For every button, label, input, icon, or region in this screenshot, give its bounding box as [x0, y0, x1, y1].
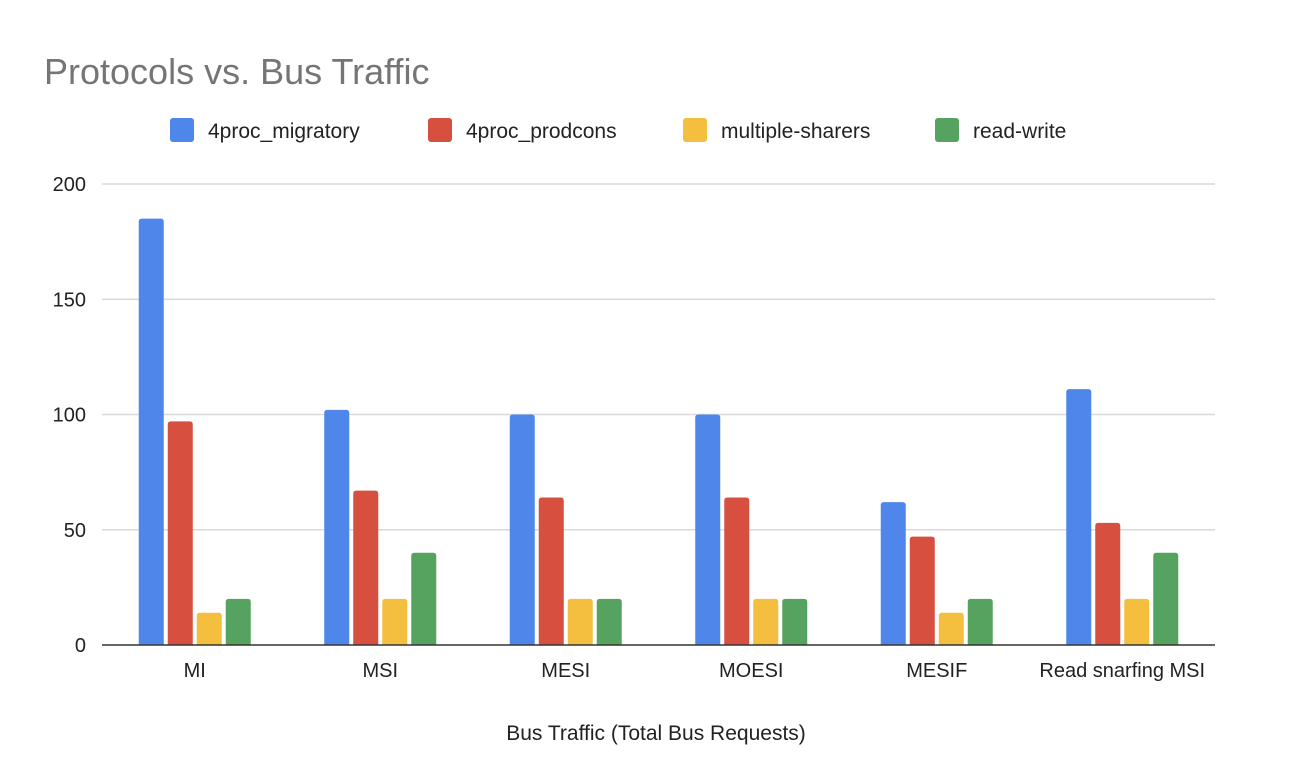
chart-title: Protocols vs. Bus Traffic — [44, 51, 429, 92]
legend-swatch — [170, 118, 194, 142]
bar — [196, 612, 222, 645]
legend-swatch — [428, 118, 452, 142]
y-axis: 0 50 100 150 200 — [53, 174, 86, 657]
bar — [509, 414, 535, 645]
x-axis: MI MSI MESI MOESI MESIF Read snarfing MSI — [184, 660, 1205, 682]
x-axis-title: Bus Traffic (Total Bus Requests) — [506, 722, 806, 745]
x-tick-label: MI — [184, 660, 206, 682]
bar — [567, 598, 593, 645]
legend-label: 4proc_prodcons — [466, 120, 617, 143]
bar — [596, 598, 622, 645]
bar — [695, 414, 721, 645]
bars — [138, 218, 1179, 645]
legend-label: read-write — [973, 120, 1066, 143]
bar — [167, 421, 193, 645]
bar — [909, 536, 935, 645]
bar — [753, 598, 779, 645]
y-tick-label: 0 — [75, 635, 86, 657]
bar — [782, 598, 808, 645]
bar — [967, 598, 993, 645]
legend-label: multiple-sharers — [721, 120, 870, 143]
legend-swatch — [935, 118, 959, 142]
bar — [382, 598, 408, 645]
bar — [724, 497, 750, 645]
bar — [538, 497, 564, 645]
bar — [225, 598, 251, 645]
legend-label: 4proc_migratory — [208, 120, 360, 143]
bar — [324, 409, 350, 645]
x-tick-label: MESIF — [906, 660, 967, 682]
x-tick-label: MESI — [541, 660, 590, 682]
x-tick-label: MOESI — [719, 660, 783, 682]
gridlines — [102, 183, 1215, 531]
bar — [880, 502, 906, 645]
x-tick-label: Read snarfing MSI — [1039, 660, 1205, 682]
bar — [411, 552, 437, 645]
x-tick-label: MSI — [362, 660, 398, 682]
y-tick-label: 50 — [64, 520, 86, 542]
y-tick-label: 200 — [53, 174, 86, 196]
bar — [1095, 522, 1121, 645]
y-tick-label: 150 — [53, 289, 86, 311]
bar — [1124, 598, 1150, 645]
bar — [1066, 389, 1092, 645]
legend-swatch — [683, 118, 707, 142]
bar — [138, 218, 164, 645]
bar — [938, 612, 964, 645]
y-tick-label: 100 — [53, 405, 86, 427]
bar — [353, 490, 379, 645]
bar — [1153, 552, 1179, 645]
legend: 4proc_migratory 4proc_prodcons multiple-sh… — [170, 118, 1066, 143]
